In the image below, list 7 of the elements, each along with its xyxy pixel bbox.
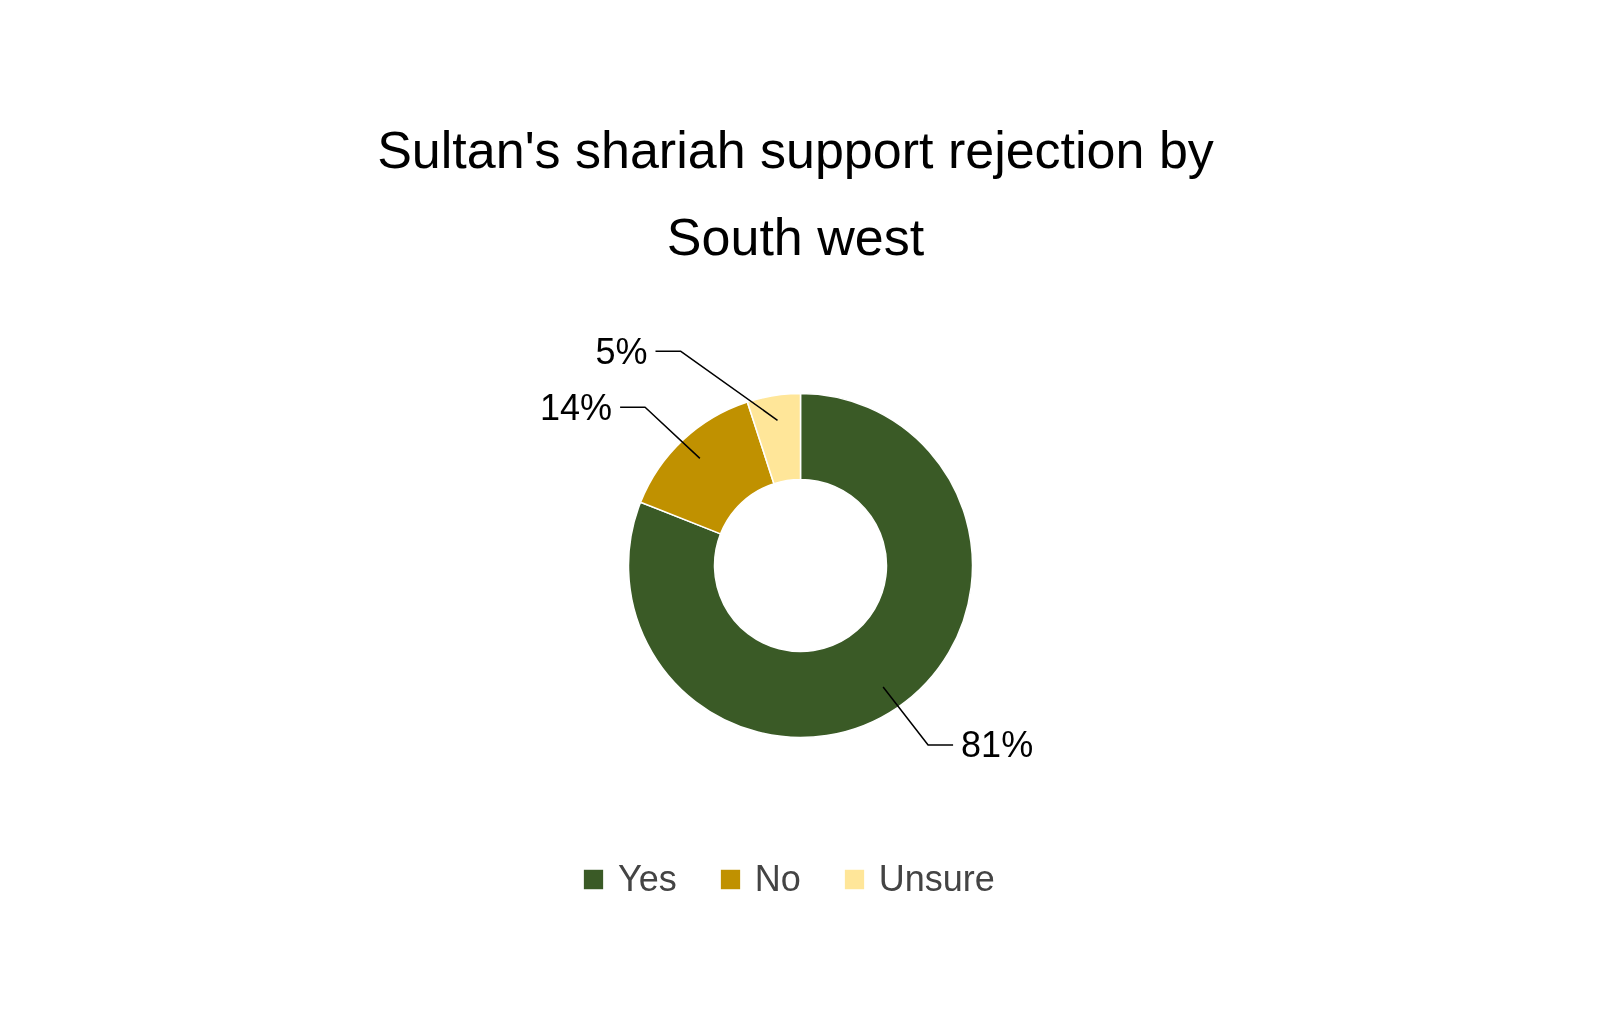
data-label: 14% (540, 386, 613, 428)
legend-label: Unsure (878, 858, 995, 900)
legend-label: No (754, 858, 801, 900)
legend-label: Yes (618, 858, 677, 900)
data-label: 81% (961, 724, 1034, 766)
data-label: 5% (595, 330, 648, 372)
chart-title: Sultan's shariah support rejection by South west (377, 120, 1214, 266)
